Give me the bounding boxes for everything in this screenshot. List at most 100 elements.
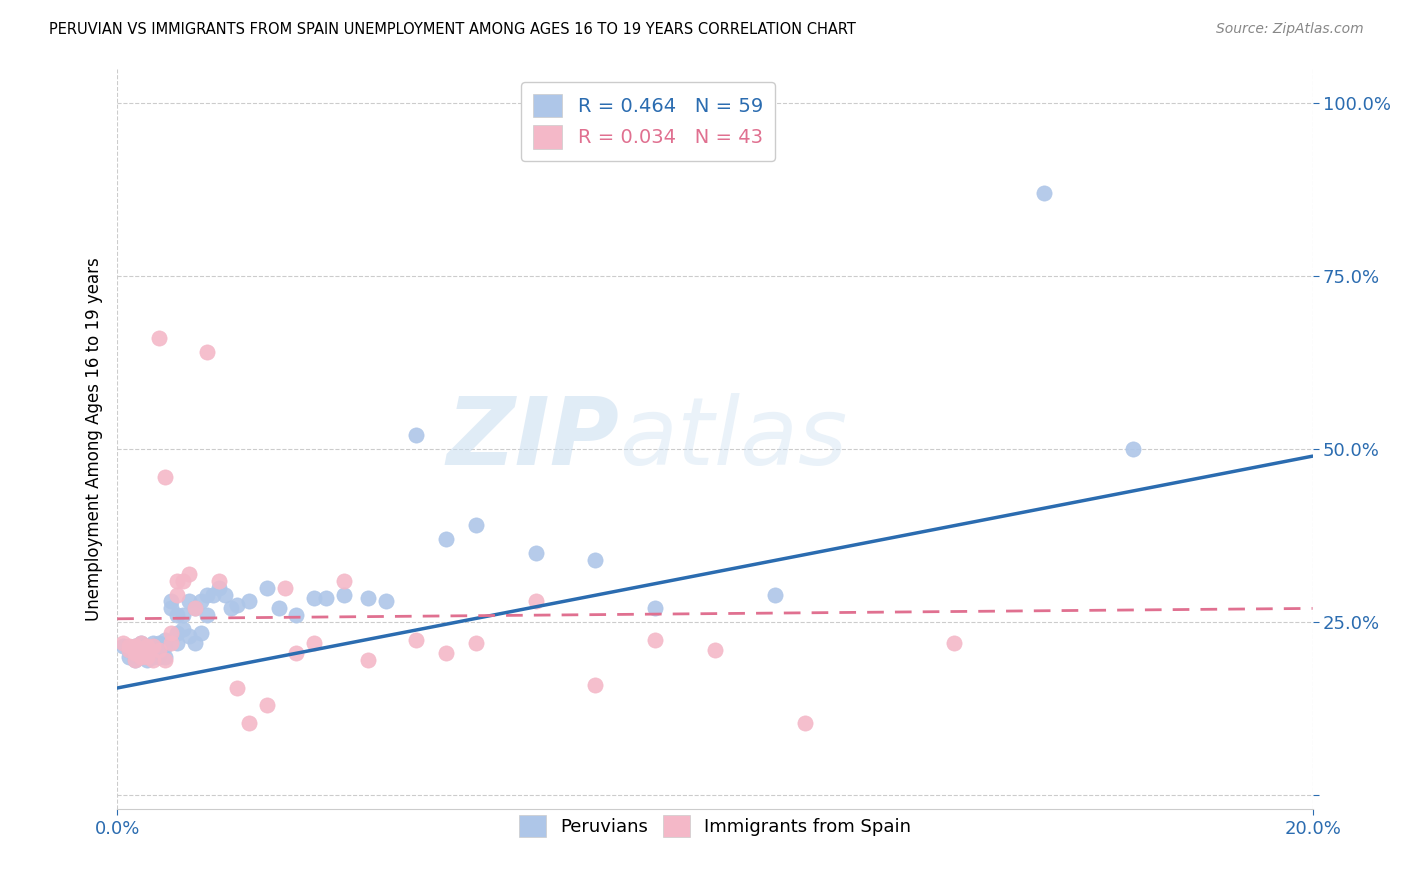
Point: [166, 588, 188, 602]
Point: [304, 636, 326, 650]
Point: [142, 640, 165, 654]
Point: [124, 653, 146, 667]
Point: [267, 601, 290, 615]
Point: [177, 594, 200, 608]
Text: atlas: atlas: [619, 393, 848, 484]
Point: [112, 640, 135, 654]
Y-axis label: Unemployment Among Ages 16 to 19 years: Unemployment Among Ages 16 to 19 years: [86, 257, 103, 621]
Point: [166, 625, 188, 640]
Point: [793, 715, 815, 730]
Point: [357, 653, 380, 667]
Point: [225, 681, 247, 695]
Point: [160, 625, 183, 640]
Point: [153, 653, 176, 667]
Point: [405, 632, 427, 647]
Point: [160, 594, 183, 608]
Point: [273, 581, 295, 595]
Point: [142, 640, 165, 654]
Point: [172, 574, 194, 588]
Point: [148, 331, 170, 345]
Point: [464, 636, 486, 650]
Point: [942, 636, 965, 650]
Point: [129, 643, 152, 657]
Point: [583, 677, 606, 691]
Point: [136, 640, 159, 654]
Point: [405, 428, 427, 442]
Point: [434, 647, 457, 661]
Point: [118, 640, 141, 654]
Point: [153, 640, 176, 654]
Text: ZIP: ZIP: [446, 392, 619, 485]
Point: [285, 647, 308, 661]
Point: [184, 636, 207, 650]
Point: [644, 601, 666, 615]
Point: [142, 653, 165, 667]
Point: [124, 647, 146, 661]
Point: [172, 608, 194, 623]
Point: [118, 643, 141, 657]
Point: [129, 649, 152, 664]
Point: [195, 345, 218, 359]
Point: [136, 649, 159, 664]
Point: [208, 574, 231, 588]
Point: [129, 649, 152, 664]
Point: [153, 632, 176, 647]
Point: [124, 647, 146, 661]
Point: [238, 594, 260, 608]
Point: [177, 566, 200, 581]
Point: [153, 470, 176, 484]
Point: [136, 640, 159, 654]
Point: [148, 643, 170, 657]
Point: [136, 653, 159, 667]
Point: [225, 598, 247, 612]
Point: [184, 601, 207, 615]
Point: [703, 643, 725, 657]
Text: Source: ZipAtlas.com: Source: ZipAtlas.com: [1216, 22, 1364, 37]
Text: PERUVIAN VS IMMIGRANTS FROM SPAIN UNEMPLOYMENT AMONG AGES 16 TO 19 YEARS CORRELA: PERUVIAN VS IMMIGRANTS FROM SPAIN UNEMPL…: [49, 22, 856, 37]
Point: [238, 715, 260, 730]
Point: [166, 574, 188, 588]
Point: [136, 643, 159, 657]
Point: [524, 594, 547, 608]
Point: [333, 588, 356, 602]
Point: [153, 649, 176, 664]
Point: [160, 636, 183, 650]
Point: [315, 591, 337, 605]
Point: [256, 698, 278, 713]
Point: [142, 636, 165, 650]
Point: [214, 588, 236, 602]
Point: [148, 649, 170, 664]
Point: [375, 594, 398, 608]
Point: [112, 636, 135, 650]
Point: [195, 588, 218, 602]
Point: [524, 546, 547, 560]
Point: [160, 601, 183, 615]
Point: [118, 649, 141, 664]
Point: [644, 632, 666, 647]
Point: [1032, 186, 1054, 200]
Point: [190, 594, 212, 608]
Point: [583, 553, 606, 567]
Point: [219, 601, 242, 615]
Point: [148, 636, 170, 650]
Point: [763, 588, 786, 602]
Point: [208, 581, 231, 595]
Point: [129, 636, 152, 650]
Point: [201, 588, 224, 602]
Point: [464, 518, 486, 533]
Point: [357, 591, 380, 605]
Point: [190, 625, 212, 640]
Point: [333, 574, 356, 588]
Point: [177, 629, 200, 643]
Point: [285, 608, 308, 623]
Point: [129, 636, 152, 650]
Point: [166, 636, 188, 650]
Point: [184, 601, 207, 615]
Point: [148, 643, 170, 657]
Point: [434, 532, 457, 546]
Legend: Peruvians, Immigrants from Spain: Peruvians, Immigrants from Spain: [512, 808, 918, 845]
Point: [304, 591, 326, 605]
Point: [124, 640, 146, 654]
Point: [142, 649, 165, 664]
Point: [136, 643, 159, 657]
